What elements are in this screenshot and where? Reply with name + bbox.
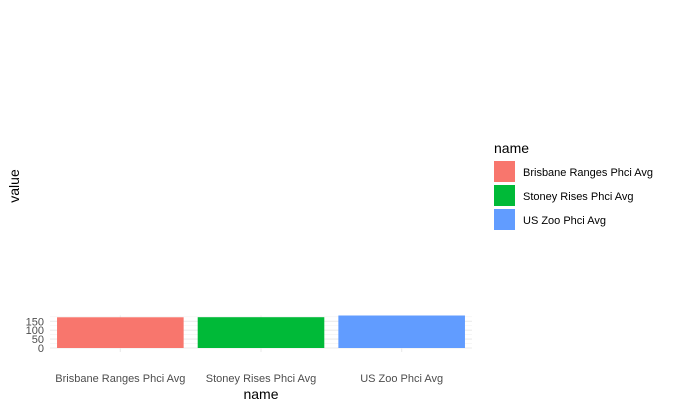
x-tick-label: Stoney Rises Phci Avg bbox=[206, 373, 316, 385]
y-tick-label: 0 bbox=[38, 343, 44, 355]
y-tick-label: 150 bbox=[26, 316, 44, 328]
x-tick-label: Brisbane Ranges Phci Avg bbox=[55, 373, 185, 385]
bar bbox=[338, 315, 465, 348]
legend-key bbox=[494, 185, 515, 206]
y-tick-label: 100 bbox=[26, 325, 44, 337]
bar bbox=[57, 317, 184, 348]
x-axis-ticks: Brisbane Ranges Phci Avg Stoney Rises Phc… bbox=[55, 373, 443, 385]
legend: name Brisbane Ranges Phci Avg Stoney Rise… bbox=[494, 140, 653, 230]
y-axis-title: value bbox=[6, 169, 22, 203]
legend-title: name bbox=[494, 140, 529, 156]
legend-label: US Zoo Phci Avg bbox=[523, 215, 606, 227]
bar bbox=[197, 317, 325, 348]
legend-key bbox=[494, 209, 515, 230]
bars bbox=[57, 315, 465, 348]
legend-label: Brisbane Ranges Phci Avg bbox=[523, 167, 653, 179]
x-tick-label: US Zoo Phci Avg bbox=[360, 373, 443, 385]
legend-key bbox=[494, 161, 515, 182]
y-tick-label: 50 bbox=[32, 334, 44, 346]
x-axis-title: name bbox=[243, 386, 278, 402]
legend-label: Stoney Rises Phci Avg bbox=[523, 191, 633, 203]
